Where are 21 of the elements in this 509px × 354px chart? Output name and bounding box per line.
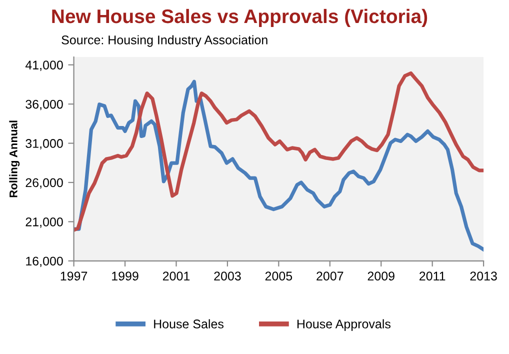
y-tick-label: 16,000 xyxy=(26,256,63,268)
y-tick-label: 26,000 xyxy=(26,178,63,189)
x-tick-label: 1997 xyxy=(60,272,88,280)
x-tick-label: 2013 xyxy=(470,272,497,280)
x-tick-label: 2007 xyxy=(316,272,344,280)
y-tick-label: 36,000 xyxy=(26,100,63,110)
x-tick-label: 2011 xyxy=(420,272,446,280)
y-tick-label: 41,000 xyxy=(25,60,63,71)
y-tick-label: 21,000 xyxy=(26,217,63,228)
x-tick-label: 2005 xyxy=(265,272,292,280)
chart-subtitle: Source: Housing Industry Association xyxy=(62,35,268,47)
y-tick-label: 31,000 xyxy=(26,139,63,150)
x-tick-label: 2009 xyxy=(368,272,394,280)
chart-title: New House Sales vs Approvals (Victoria) xyxy=(52,8,428,28)
y-axis-title: Rolling Annual xyxy=(9,120,20,198)
legend-label: House Sales xyxy=(154,319,224,328)
x-tick-label: 2003 xyxy=(214,272,241,280)
line-series xyxy=(74,71,484,232)
x-tick-label: 2001 xyxy=(162,272,190,280)
legend-label: House Approvals xyxy=(297,319,390,331)
x-tick-label: 1999 xyxy=(112,272,138,280)
